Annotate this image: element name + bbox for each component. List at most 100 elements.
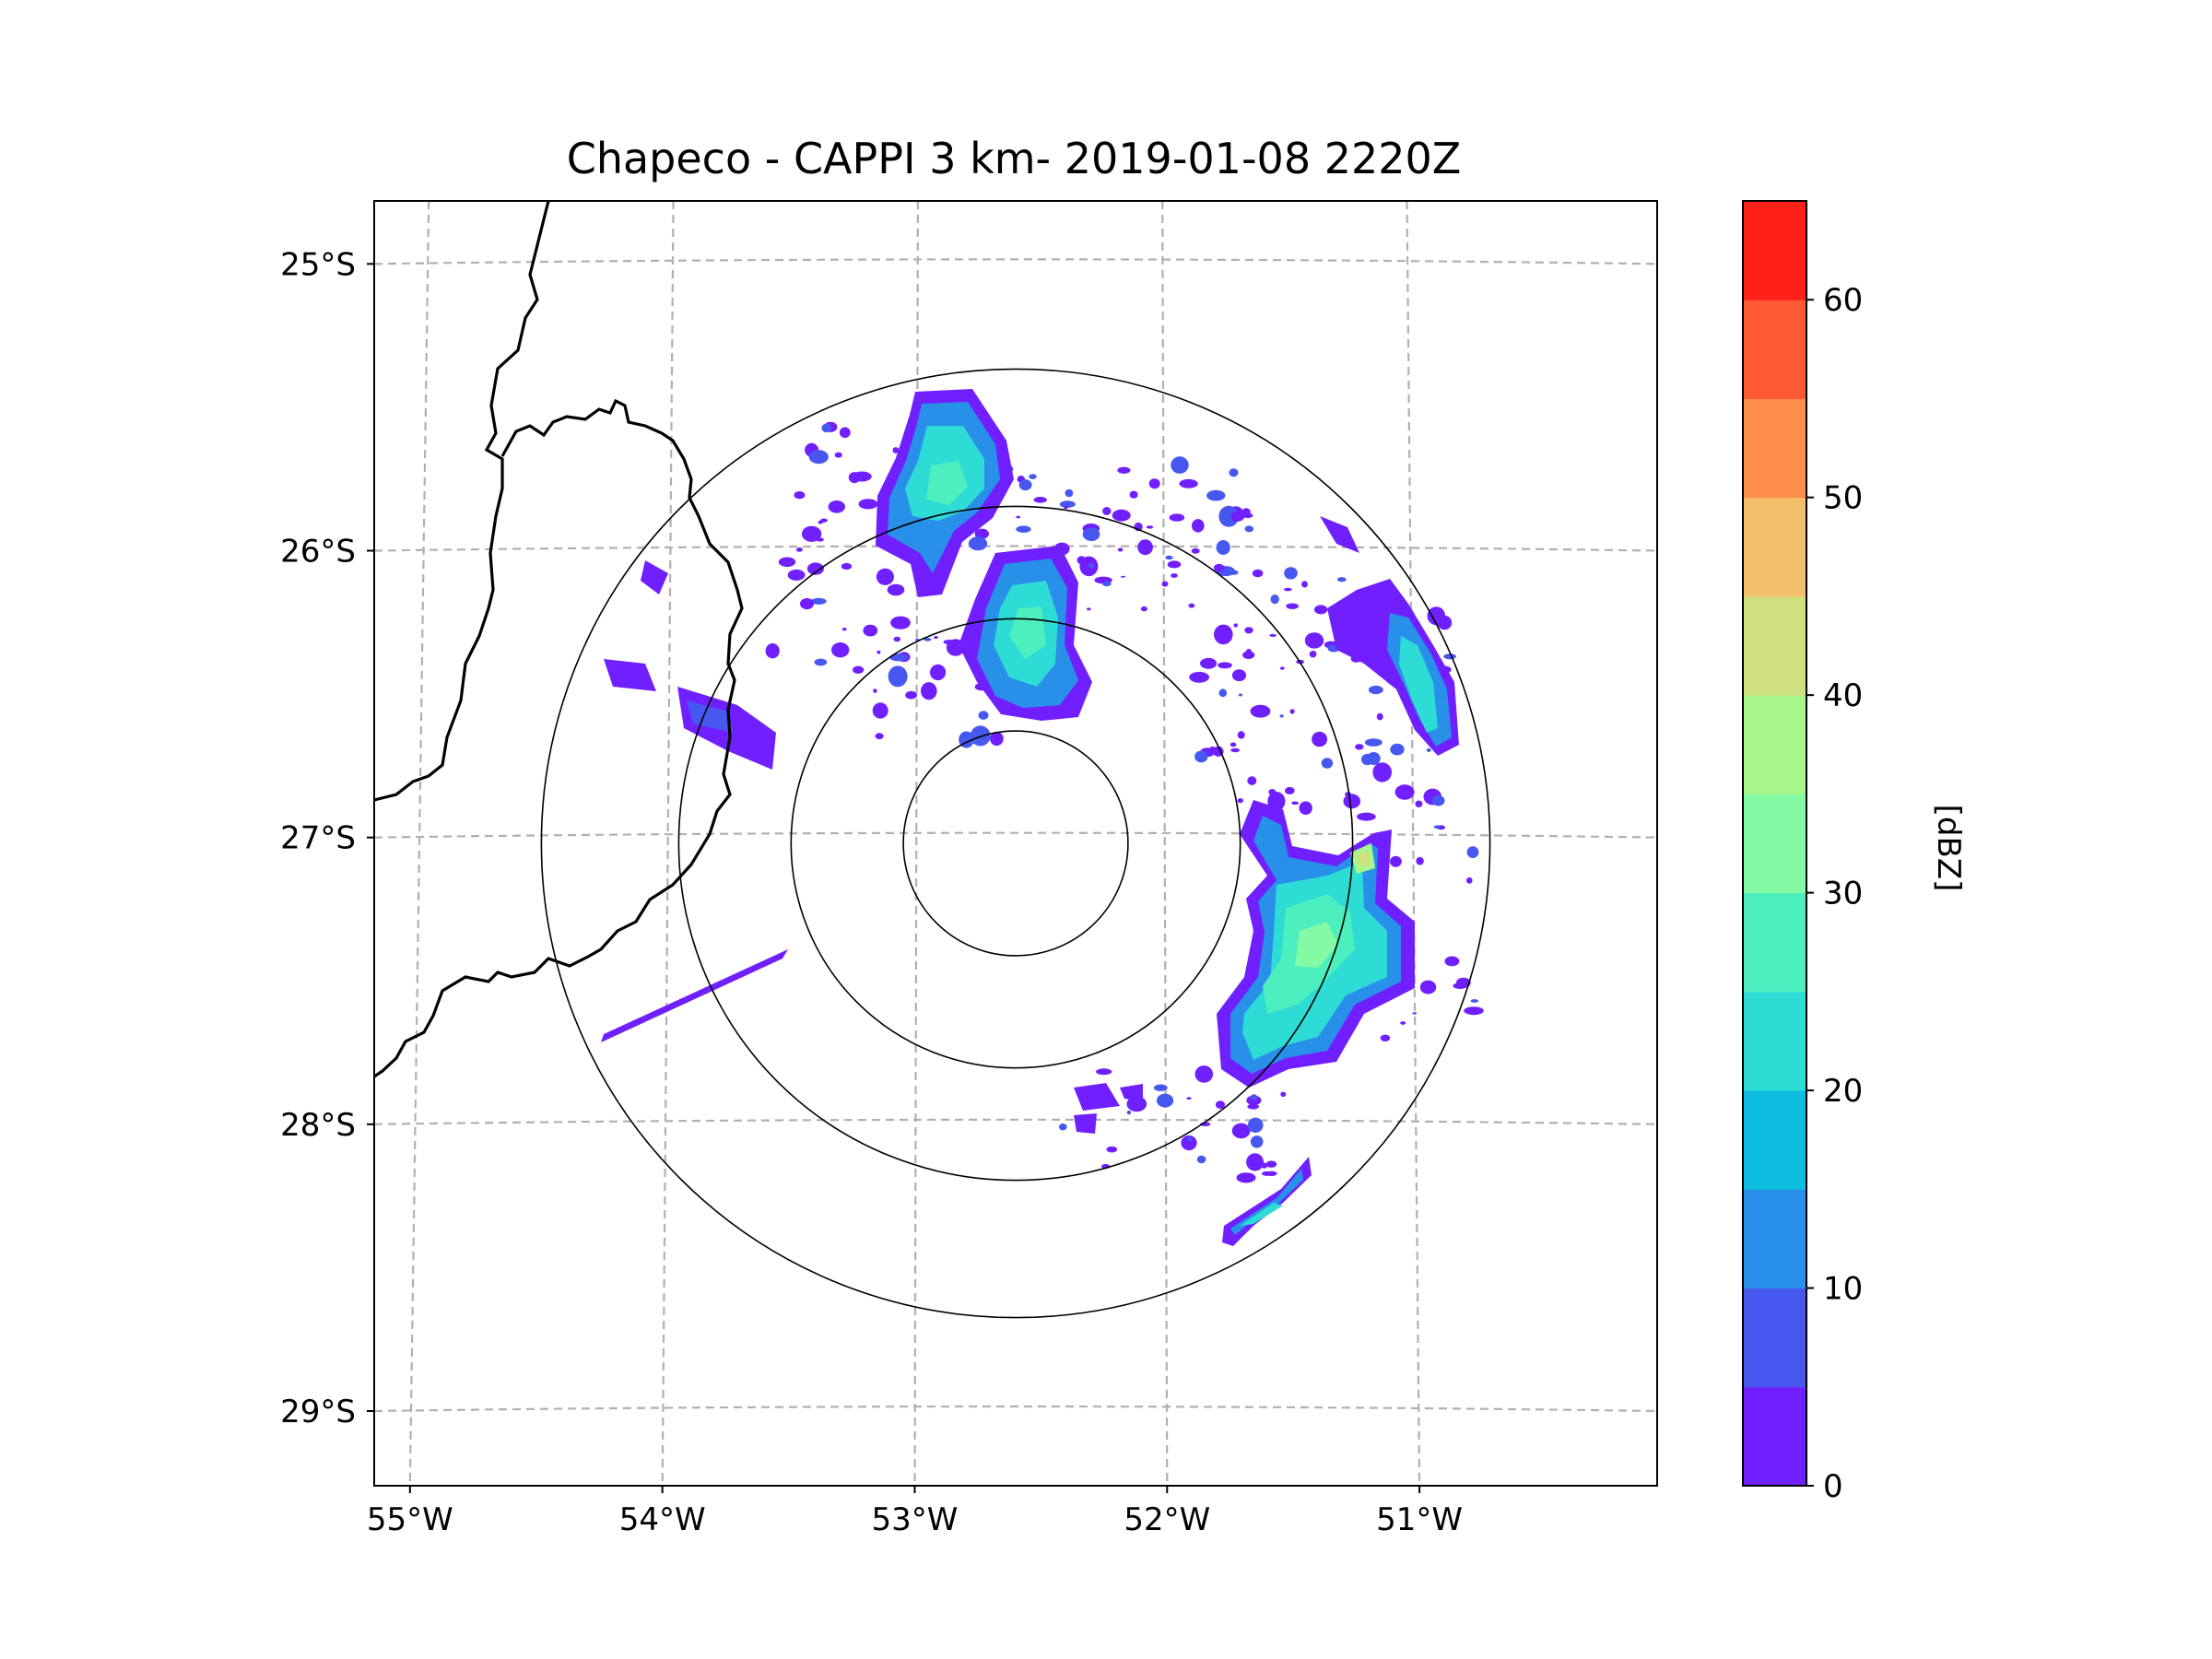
speckle-echo xyxy=(814,658,828,666)
speckle-echo xyxy=(810,597,827,605)
lon-tick-label: 51°W xyxy=(1376,1501,1463,1538)
lat-tick-label: 28°S xyxy=(280,1107,356,1144)
speckle-echo xyxy=(1233,623,1238,628)
speckle-echo xyxy=(1120,575,1126,578)
speckle-echo xyxy=(1157,1093,1174,1108)
gridline-lat xyxy=(374,545,1657,552)
colorbar-bin xyxy=(1743,1386,1806,1487)
speckle-echo xyxy=(1117,466,1131,474)
speckle-echo xyxy=(1171,573,1178,578)
speckle-echo xyxy=(1444,956,1460,967)
colorbar-tick-label: 50 xyxy=(1823,480,1863,517)
speckle-echo xyxy=(1230,742,1237,747)
speckle-echo xyxy=(1167,560,1182,569)
speckle-echo xyxy=(1216,540,1230,555)
speckle-echo xyxy=(1299,801,1312,815)
speckle-echo xyxy=(1284,786,1295,794)
speckle-echo xyxy=(1181,1135,1197,1151)
speckle-echo xyxy=(1412,1012,1418,1015)
speckle-echo xyxy=(1470,999,1479,1003)
speckle-echo xyxy=(1376,712,1383,721)
range-rings xyxy=(540,368,1491,1319)
speckle-echo xyxy=(1390,743,1405,756)
gridline-lon xyxy=(1161,201,1169,1486)
speckle-echo xyxy=(1291,801,1299,806)
gridline-lon xyxy=(1406,201,1421,1486)
echo-cell-east xyxy=(1217,800,1415,1088)
speckle-echo xyxy=(1213,563,1225,572)
speckle-echo xyxy=(1231,669,1247,682)
speckle-echo xyxy=(1246,1153,1265,1171)
speckle-echo xyxy=(806,562,824,575)
speckle-echo xyxy=(778,557,796,568)
speckle-echo xyxy=(1265,1160,1277,1168)
speckle-echo xyxy=(934,636,938,640)
colorbar-bin xyxy=(1743,991,1806,1091)
colorbar-frame xyxy=(1742,200,1807,1487)
speckle-echo xyxy=(816,537,824,542)
speckle-echo xyxy=(1237,731,1245,739)
speckle-echo xyxy=(890,616,911,629)
speckle-echo xyxy=(1247,1103,1259,1110)
echo-cell-south xyxy=(1074,1083,1143,1134)
speckle-echo xyxy=(1194,750,1208,763)
speckle-echo xyxy=(887,583,905,596)
speckle-echo xyxy=(1215,1100,1226,1109)
speckle-echo xyxy=(905,690,917,700)
speckle-echo xyxy=(921,682,937,700)
speckle-echo xyxy=(1355,744,1364,750)
speckle-echo xyxy=(1416,856,1424,865)
speckle-echo xyxy=(1218,662,1232,669)
speckle-echo xyxy=(893,636,901,642)
speckle-echo xyxy=(828,500,845,513)
speckle-echo xyxy=(1161,581,1169,587)
colorbar-bin xyxy=(1743,497,1806,597)
speckle-echo xyxy=(1367,752,1381,765)
colorbar-bin xyxy=(1743,695,1806,794)
speckle-echo xyxy=(1250,704,1271,718)
speckle-echo xyxy=(1364,738,1382,747)
speckle-echo xyxy=(877,650,881,654)
colorbar-tick-label: 60 xyxy=(1823,282,1863,319)
speckle-echo xyxy=(1345,792,1351,797)
speckle-echo xyxy=(1286,603,1299,609)
speckle-echo xyxy=(1016,515,1020,519)
speckle-echo xyxy=(892,447,900,453)
colorbar-bin xyxy=(1743,1090,1806,1190)
speckle-echo xyxy=(1357,812,1376,821)
speckle-echo xyxy=(875,733,884,740)
figure-title: Chapeco - CAPPI 3 km- 2019-01-08 2220Z xyxy=(567,134,1462,183)
speckle-echo xyxy=(978,711,989,720)
colorbar-tick-label: 20 xyxy=(1823,1073,1863,1110)
speckle-echo xyxy=(1018,479,1032,491)
speckle-echo xyxy=(1171,456,1189,474)
speckle-echo xyxy=(1466,846,1479,858)
gridline-lon xyxy=(661,201,675,1486)
border-argentina-parana xyxy=(374,201,550,802)
speckle-echo xyxy=(968,536,988,551)
speckle-echo xyxy=(1117,547,1124,552)
speckle-echo xyxy=(889,653,909,662)
speckle-echo xyxy=(1188,603,1195,608)
speckle-echo xyxy=(1400,1021,1406,1025)
speckle-echo xyxy=(831,642,850,658)
speckle-echo xyxy=(1343,794,1361,809)
map-background xyxy=(374,201,1657,1486)
speckle-echo xyxy=(1192,519,1205,533)
speckle-echo xyxy=(1426,747,1431,752)
colorbar-bin xyxy=(1743,201,1806,300)
speckle-echo xyxy=(1466,877,1473,884)
speckle-echo xyxy=(1372,762,1392,782)
range-ring xyxy=(540,368,1491,1319)
colorbar-tick-label: 40 xyxy=(1823,677,1863,714)
speckle-echo xyxy=(1283,587,1292,592)
speckle-echo xyxy=(1419,980,1437,994)
speckle-echo xyxy=(841,628,847,631)
speckle-echo xyxy=(1186,1097,1192,1100)
speckle-echo xyxy=(841,562,853,571)
speckle-echo xyxy=(1313,605,1328,615)
echo-band-west xyxy=(601,560,788,1042)
speckle-echo xyxy=(1289,709,1295,714)
map-frame xyxy=(373,200,1658,1487)
lat-tick-label: 25°S xyxy=(280,246,356,283)
